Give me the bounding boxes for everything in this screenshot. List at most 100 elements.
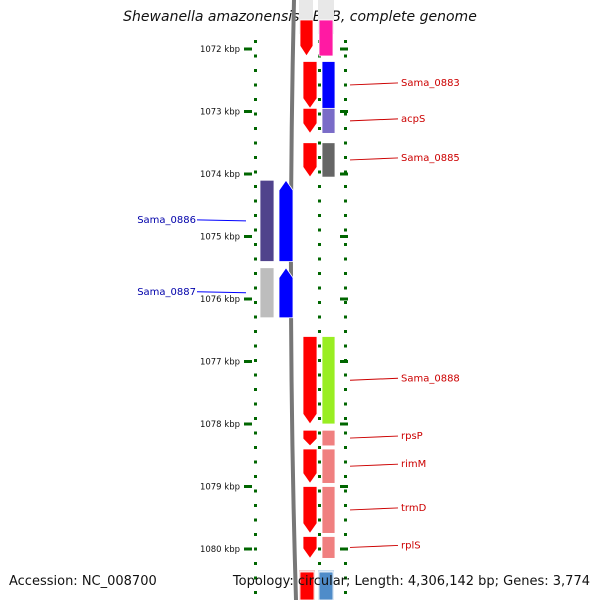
- category-block-Sama_0885: [321, 142, 336, 178]
- scale-tick-label: 1074 kbp: [200, 170, 240, 180]
- track-guide-dot: [254, 170, 257, 174]
- track-guide-dot: [254, 417, 257, 420]
- category-block-Sama_0883: [321, 61, 336, 109]
- category-block-rimM: [321, 448, 336, 484]
- track-guide-dot: [254, 475, 257, 478]
- gene-label-rpsP[interactable]: rpsP: [401, 431, 423, 442]
- category-block-Sama_0887: [259, 267, 275, 319]
- track-guide-dot: [344, 533, 347, 536]
- gene-label-rimM[interactable]: rimM: [401, 459, 426, 470]
- cds-arrow-edge-top: [299, 19, 314, 57]
- track-guide-dot: [318, 286, 321, 290]
- gene-label-Sama_0888[interactable]: Sama_0888: [401, 373, 460, 384]
- gene-label-Sama_0887[interactable]: Sama_0887: [137, 287, 196, 298]
- category-block-acpS: [321, 107, 336, 134]
- track-guide-dot: [254, 344, 257, 348]
- track-guide-dot: [344, 315, 347, 319]
- cds-arrow-Sama_0888: [302, 336, 318, 425]
- track-guide-dot: [254, 330, 257, 333]
- gene-labels: Sama_0883 acpS Sama_0885 Sama_0886 Sama_0887…: [137, 78, 460, 552]
- scale-tick-left: [244, 110, 252, 113]
- track-guide-dot: [254, 576, 257, 580]
- track-guide-dot: [254, 127, 257, 130]
- label-leader-acpS: [349, 118, 399, 122]
- gene-label-Sama_0886[interactable]: Sama_0886: [137, 215, 196, 226]
- cds-arrow-rplS: [302, 536, 318, 560]
- scale-tick-right: [340, 422, 348, 426]
- track-guide-dot: [344, 69, 347, 72]
- cds-arrow-acpS: [302, 107, 318, 135]
- track-guide-dot: [344, 344, 347, 348]
- track-guide-dot: [318, 417, 321, 420]
- scale-tick-left: [244, 485, 252, 488]
- accession-label: Accession: NC_008700: [9, 574, 157, 589]
- track-guide-dot: [254, 156, 257, 159]
- track-guide-dot: [254, 54, 257, 58]
- scale-tick-right: [340, 360, 348, 363]
- scale-tick-label: 1073 kbp: [200, 108, 240, 118]
- track-guide-dot: [254, 286, 257, 290]
- gene-label-acpS[interactable]: acpS: [401, 114, 425, 125]
- category-block-edge-top: [318, 19, 334, 57]
- track-guide-dot: [254, 402, 257, 406]
- track-guide-dot: [344, 417, 347, 420]
- track-guide-dot: [344, 446, 347, 449]
- scale-tick-left: [244, 172, 252, 176]
- scale-tick-left: [244, 422, 252, 426]
- track-guide-dot: [344, 591, 347, 594]
- category-block-Sama_0888: [321, 336, 336, 425]
- track-guide-dot: [344, 185, 347, 188]
- track-guide-dot: [254, 141, 257, 145]
- scale-tick-right: [340, 547, 348, 551]
- track-guide-dot: [344, 112, 347, 116]
- scale-tick-right: [340, 235, 348, 238]
- track-guide-dot: [254, 373, 257, 377]
- track-guide-dot: [344, 562, 347, 565]
- track-guide-dot: [344, 98, 347, 101]
- track-guide-dot: [318, 127, 321, 130]
- track-guide-dot: [344, 54, 347, 58]
- track-guide-dot: [254, 388, 257, 391]
- category-block-rplS: [321, 536, 336, 559]
- track-guide-dot: [344, 504, 347, 507]
- track-guide-dot: [344, 40, 347, 43]
- category-block-trmD: [321, 486, 336, 534]
- track-guide-dot: [254, 228, 257, 232]
- scale-tick-label: 1078 kbp: [200, 420, 240, 430]
- gene-label-Sama_0883[interactable]: Sama_0883: [401, 78, 460, 89]
- track-guide-dot: [318, 518, 321, 522]
- category-block-Sama_0886: [259, 179, 275, 262]
- track-guide-dot: [344, 388, 347, 391]
- scale-tick-left: [244, 47, 252, 51]
- scale-tick-right: [340, 172, 348, 176]
- scale-tick-left: [244, 360, 252, 363]
- track-guide-dot: [318, 301, 321, 304]
- track-guide-dot: [318, 199, 321, 203]
- track-guide-dot: [254, 199, 257, 203]
- gene-label-trmD[interactable]: trmD: [401, 503, 427, 514]
- scale-tick-right: [340, 47, 348, 51]
- cds-arrow-Sama_0883: [302, 61, 318, 110]
- track-guide-dot: [318, 69, 321, 72]
- track-guide-dot: [254, 359, 257, 362]
- label-leader-trmD: [349, 507, 399, 511]
- track-guide-dot: [254, 301, 257, 304]
- track-guide-dot: [254, 431, 257, 435]
- track-guide-dot: [318, 243, 321, 246]
- gene-label-rplS[interactable]: rplS: [401, 540, 421, 551]
- label-leader-Sama_0886: [196, 219, 247, 222]
- scale-tick-right: [340, 485, 348, 488]
- scale-tick-label: 1079 kbp: [200, 483, 240, 493]
- cds-arrow-rimM: [302, 448, 318, 485]
- track-guide-dot: [254, 185, 257, 188]
- kbp-scale: 1072 kbp 1073 kbp 1074 kbp 1075 kbp 1076 kbp…: [200, 45, 348, 555]
- track-guide-dot: [344, 402, 347, 406]
- track-guide-dot: [344, 460, 347, 464]
- cds-arrow-Sama_0885: [302, 142, 318, 178]
- track-guide-dot: [318, 156, 321, 159]
- track-guide-dot: [254, 446, 257, 449]
- track-guide-dot: [254, 214, 257, 217]
- track-guide-dot: [344, 286, 347, 290]
- track-guide-dot: [254, 243, 257, 246]
- gene-label-Sama_0885[interactable]: Sama_0885: [401, 153, 460, 164]
